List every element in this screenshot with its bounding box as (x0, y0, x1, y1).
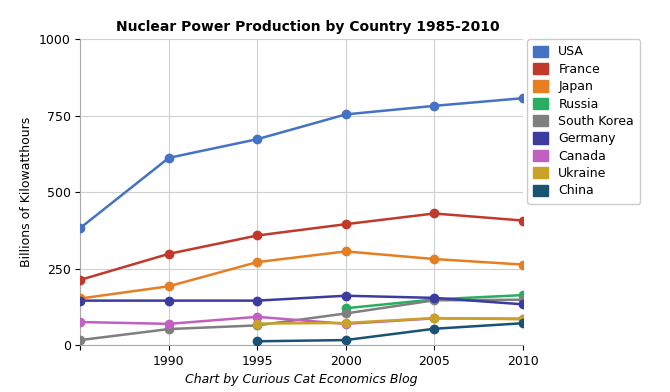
China (342, 338, 350, 343)
Line: South Korea: South Korea (76, 296, 527, 344)
South Korea (253, 323, 261, 328)
Germany (165, 298, 173, 303)
Japan (76, 296, 84, 301)
USA (165, 156, 173, 160)
France (165, 252, 173, 256)
Germany (519, 302, 527, 307)
South Korea (165, 327, 173, 331)
Ukraine (519, 317, 527, 321)
Canada (342, 321, 350, 326)
Line: Germany: Germany (76, 292, 527, 309)
Russia (430, 297, 438, 302)
Canada (253, 314, 261, 319)
Y-axis label: Billions of Kilowatthours: Billions of Kilowatthours (20, 117, 34, 267)
France (342, 222, 350, 227)
South Korea (342, 311, 350, 316)
Line: Russia: Russia (342, 291, 527, 312)
Line: Canada: Canada (76, 313, 527, 328)
Legend: USA, France, Japan, Russia, South Korea, Germany, Canada, Ukraine, China: USA, France, Japan, Russia, South Korea,… (527, 39, 641, 204)
USA (342, 112, 350, 117)
USA (76, 225, 84, 230)
France (430, 211, 438, 216)
Russia (519, 293, 527, 298)
Line: Ukraine: Ukraine (253, 314, 527, 328)
X-axis label: Chart by Curious Cat Economics Blog: Chart by Curious Cat Economics Blog (185, 373, 418, 386)
China (253, 339, 261, 344)
Japan (253, 260, 261, 265)
South Korea (76, 338, 84, 343)
Canada (519, 316, 527, 321)
Ukraine (253, 321, 261, 326)
Line: Japan: Japan (76, 247, 527, 303)
USA (430, 103, 438, 108)
Russia (342, 306, 350, 310)
France (76, 278, 84, 282)
China (430, 327, 438, 331)
Canada (430, 316, 438, 321)
France (519, 218, 527, 223)
China (519, 321, 527, 326)
Line: China: China (253, 319, 527, 345)
Japan (430, 257, 438, 261)
France (253, 233, 261, 238)
USA (519, 96, 527, 101)
Germany (430, 296, 438, 300)
Japan (342, 249, 350, 254)
Canada (76, 320, 84, 325)
Ukraine (430, 316, 438, 320)
USA (253, 137, 261, 142)
Text: Nuclear Power Production by Country 1985-2010: Nuclear Power Production by Country 1985… (116, 20, 499, 34)
Canada (165, 321, 173, 326)
Line: France: France (76, 209, 527, 284)
South Korea (430, 298, 438, 303)
South Korea (519, 298, 527, 302)
Line: USA: USA (76, 94, 527, 232)
Germany (342, 293, 350, 298)
Germany (253, 298, 261, 303)
Japan (519, 262, 527, 267)
Japan (165, 284, 173, 289)
Ukraine (342, 321, 350, 325)
Germany (76, 298, 84, 303)
